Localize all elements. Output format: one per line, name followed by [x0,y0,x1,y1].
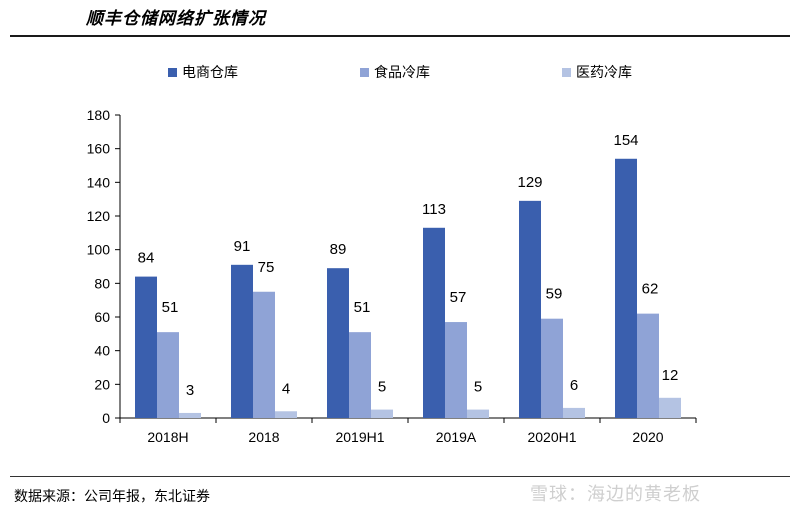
legend-label: 食品冷库 [374,64,430,81]
bar-chart: 0 20 40 60 80 100 120 140 160 180 2018H 84 51 3 2018 91… [87,64,697,445]
data-label: 84 [138,250,155,267]
bar [179,412,201,418]
legend-swatch [562,68,571,77]
x-tick-label: 2019H1 [335,429,384,445]
y-tick-label: 40 [94,343,110,359]
x-tick-label: 2020 [632,429,663,445]
source-note: 数据来源：公司年报，东北证券 [14,489,210,505]
data-label: 113 [422,201,446,218]
data-label: 57 [450,289,467,306]
bar [445,322,467,418]
legend-swatch [168,68,177,77]
data-label: 75 [258,259,275,276]
bar [253,291,275,418]
data-label: 51 [162,299,179,316]
legend-label: 医药冷库 [576,65,632,81]
data-label: 59 [546,286,563,303]
bar [327,268,349,418]
bar [231,264,253,418]
bar [157,332,179,418]
data-label: 5 [474,379,482,396]
bar [563,407,585,418]
data-label: 4 [282,380,290,397]
y-tick-label: 60 [94,309,110,325]
y-tick-label: 180 [87,107,111,123]
bar [541,318,563,418]
data-label: 12 [662,367,679,384]
y-tick-label: 80 [94,275,110,291]
data-label: 51 [354,299,371,316]
x-tick-label: 2019A [436,429,477,445]
data-label: 62 [642,281,659,298]
data-label: 5 [378,379,386,396]
y-tick-label: 100 [87,242,111,258]
x-tick-label: 2018 [248,429,279,445]
data-label: 6 [570,377,578,394]
data-label: 154 [613,132,638,149]
title-divider [10,35,790,37]
y-tick-label: 120 [87,208,111,224]
bar [467,409,489,418]
legend-swatch [360,68,369,77]
legend-label: 电商仓库 [182,65,238,81]
y-tick-label: 140 [87,174,111,190]
data-label: 91 [234,238,251,255]
page-title: 顺丰仓储网络扩张情况 [86,9,266,29]
footer-divider [10,476,790,477]
data-label: 89 [330,241,347,258]
y-tick-label: 0 [102,410,110,426]
bar [659,397,681,418]
data-label: 129 [517,174,542,191]
bar [637,313,659,418]
x-tick-label: 2018H [147,429,188,445]
bar [349,332,371,418]
bar [615,158,637,418]
y-tick-label: 160 [87,141,111,157]
x-tick-label: 2020H1 [527,429,576,445]
bar [371,409,393,418]
y-tick-label: 20 [94,376,110,392]
bar [275,411,297,418]
data-label: 3 [186,382,194,399]
bar [423,227,445,418]
watermark: 雪球：海边的黄老板 [530,484,701,505]
bar [519,200,541,418]
bar [135,276,157,418]
